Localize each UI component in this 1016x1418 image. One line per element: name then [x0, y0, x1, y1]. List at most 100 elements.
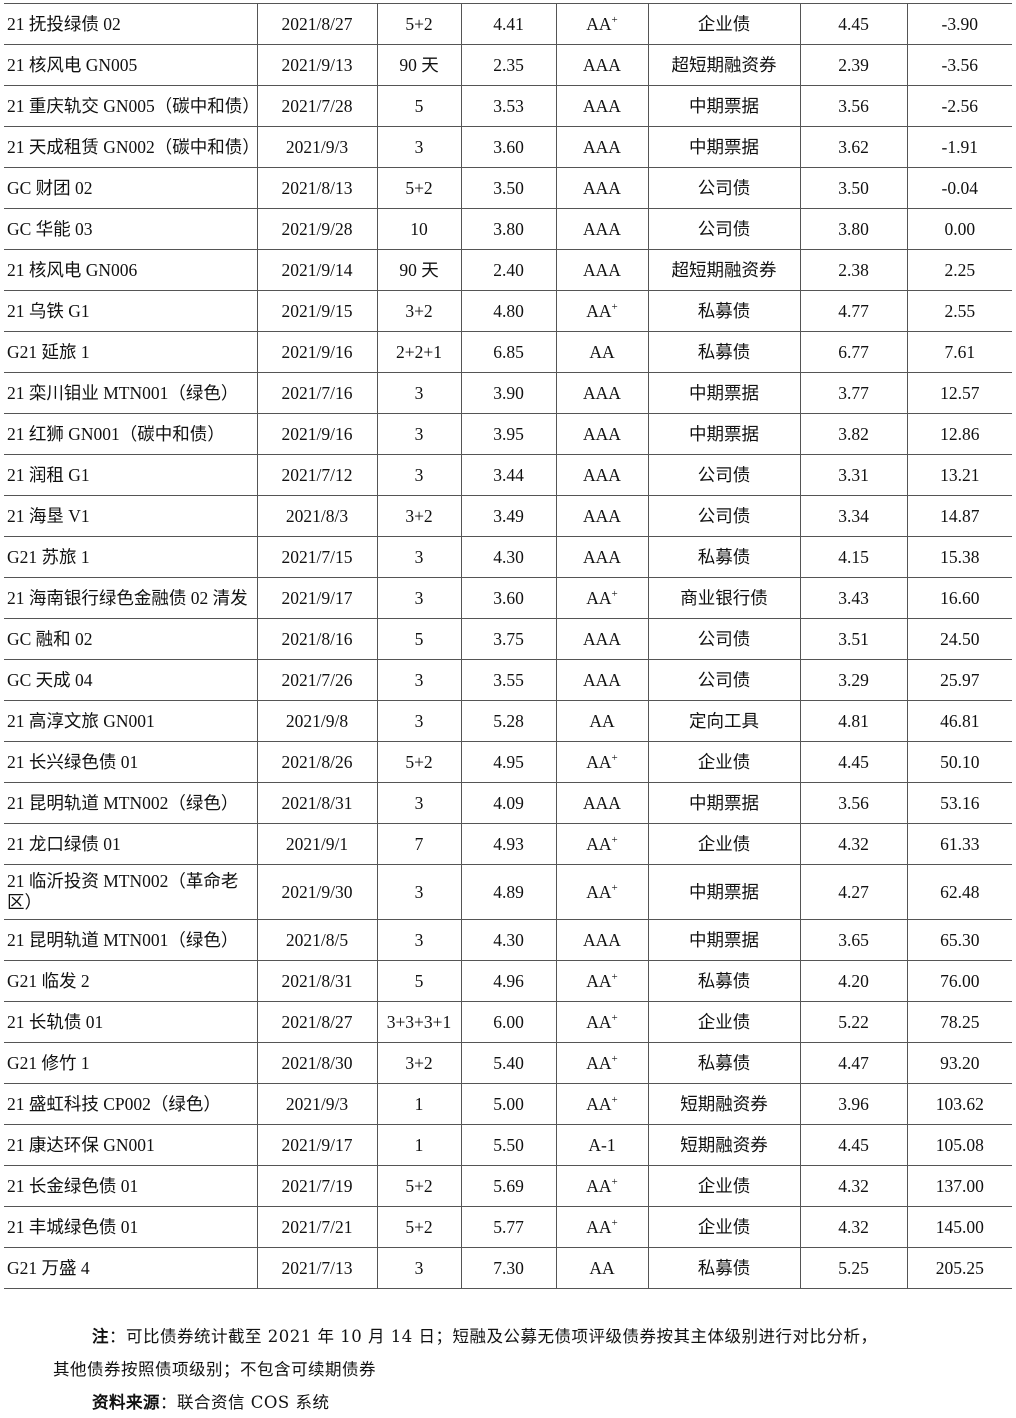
bond-name-cell: 21 长轨债 01 — [4, 1001, 257, 1043]
rating-cell: AA+ — [555, 864, 648, 920]
spread-cell: 16.60 — [906, 577, 1012, 619]
issue-date-cell: 2021/8/5 — [256, 919, 377, 961]
rating-value: AAA — [583, 792, 621, 813]
benchmark-rate-cell: 4.32 — [799, 823, 907, 865]
bond-name-cell: 21 润租 G1 — [4, 454, 257, 496]
rating-cell: AAA — [555, 44, 648, 86]
rating-value: AAA — [583, 177, 621, 198]
spread-cell: 137.00 — [906, 1165, 1012, 1207]
term-cell: 5+2 — [376, 741, 461, 783]
benchmark-rate-cell: 3.29 — [799, 659, 907, 701]
term-cell: 5+2 — [376, 1206, 461, 1248]
rating-value: AAA — [583, 505, 621, 526]
coupon-rate-cell: 5.77 — [460, 1206, 556, 1248]
rating-cell: AAA — [555, 249, 648, 291]
rating-value: A-1 — [588, 1134, 616, 1155]
term-cell: 1 — [376, 1124, 461, 1166]
bond-type-cell: 超短期融资券 — [647, 44, 800, 86]
rating-modifier: + — [611, 1216, 618, 1229]
benchmark-rate-cell: 4.15 — [799, 536, 907, 578]
issue-date-cell: 2021/9/1 — [256, 823, 377, 865]
note-text: ：可比债券统计截至 2021 年 10 月 14 日；短融及公募无债项评级债券按… — [109, 1327, 878, 1346]
issue-date-cell: 2021/9/28 — [256, 208, 377, 250]
table-row: G21 延旅 1 2021/9/16 2+2+1 6.85 AA 私募债 6.77 7.61 — [4, 331, 1012, 373]
rating-cell: AA+ — [555, 3, 648, 45]
rating-cell: AAA — [555, 454, 648, 496]
term-cell: 3 — [376, 577, 461, 619]
table-row: 21 临沂投资 MTN002（革命老区） 2021/9/30 3 4.89 AA+ 中期票… — [4, 864, 1012, 920]
spread-cell: 50.10 — [906, 741, 1012, 783]
term-cell: 3 — [376, 659, 461, 701]
coupon-rate-cell: 3.60 — [460, 126, 556, 168]
rating-value: AA — [586, 1011, 612, 1032]
term-cell: 5 — [376, 618, 461, 660]
bond-name-cell: 21 丰城绿色债 01 — [4, 1206, 257, 1248]
benchmark-rate-cell: 4.32 — [799, 1206, 907, 1248]
issue-date-cell: 2021/9/3 — [256, 126, 377, 168]
issue-date-cell: 2021/9/13 — [256, 44, 377, 86]
issue-date-cell: 2021/9/16 — [256, 413, 377, 455]
bond-name-cell: 21 红狮 GN001（碳中和债） — [4, 413, 257, 455]
coupon-rate-cell: 4.93 — [460, 823, 556, 865]
spread-cell: 7.61 — [906, 331, 1012, 373]
rating-cell: AA — [555, 700, 648, 742]
issue-date-cell: 2021/8/26 — [256, 741, 377, 783]
spread-cell: -3.56 — [906, 44, 1012, 86]
issue-date-cell: 2021/8/30 — [256, 1042, 377, 1084]
term-cell: 5+2 — [376, 1165, 461, 1207]
bond-name-cell: 21 龙口绿债 01 — [4, 823, 257, 865]
bond-type-cell: 公司债 — [647, 167, 800, 209]
benchmark-rate-cell: 5.22 — [799, 1001, 907, 1043]
table-row: GC 华能 03 2021/9/28 10 3.80 AAA 公司债 3.80 0.00 — [4, 208, 1012, 250]
rating-cell: AAA — [555, 208, 648, 250]
rating-value: AAA — [583, 929, 621, 950]
table-row: G21 万盛 4 2021/7/13 3 7.30 AA 私募债 5.25 205.25 — [4, 1247, 1012, 1289]
spread-cell: 105.08 — [906, 1124, 1012, 1166]
rating-cell: AAA — [555, 618, 648, 660]
bond-type-cell: 私募债 — [647, 960, 800, 1002]
table-row: 21 龙口绿债 01 2021/9/1 7 4.93 AA+ 企业债 4.32 61.33 — [4, 823, 1012, 865]
rating-value: AAA — [583, 628, 621, 649]
table-row: G21 苏旅 1 2021/7/15 3 4.30 AAA 私募债 4.15 15.38 — [4, 536, 1012, 578]
bond-name-cell: 21 重庆轨交 GN005（碳中和债） — [4, 85, 260, 127]
bond-type-cell: 商业银行债 — [647, 577, 800, 619]
issue-date-cell: 2021/9/17 — [256, 577, 377, 619]
table-row: 21 高淳文旅 GN001 2021/9/8 3 5.28 AA 定向工具 4.81 46.8… — [4, 700, 1012, 742]
coupon-rate-cell: 4.30 — [460, 536, 556, 578]
coupon-rate-cell: 4.89 — [460, 864, 556, 920]
issue-date-cell: 2021/7/28 — [256, 85, 377, 127]
coupon-rate-cell: 3.80 — [460, 208, 556, 250]
bond-name-cell: 21 核风电 GN006 — [4, 249, 257, 291]
benchmark-rate-cell: 3.62 — [799, 126, 907, 168]
table-note-line-1: 注：可比债券统计截至 2021 年 10 月 14 日；短融及公募无债项评级债券… — [92, 1323, 877, 1347]
bond-type-cell: 定向工具 — [647, 700, 800, 742]
coupon-rate-cell: 5.69 — [460, 1165, 556, 1207]
rating-cell: AA+ — [555, 290, 648, 332]
rating-cell: AAA — [555, 372, 648, 414]
bond-type-cell: 中期票据 — [647, 413, 800, 455]
table-row: 21 润租 G1 2021/7/12 3 3.44 AAA 公司债 3.31 13.21 — [4, 454, 1012, 496]
rating-modifier: + — [611, 587, 618, 600]
rating-modifier: + — [611, 833, 618, 846]
benchmark-rate-cell: 2.38 — [799, 249, 907, 291]
table-row: 21 乌铁 G1 2021/9/15 3+2 4.80 AA+ 私募债 4.77 2.55 — [4, 290, 1012, 332]
rating-modifier: + — [611, 1011, 618, 1024]
bond-name-cell: GC 天成 04 — [4, 659, 257, 701]
bond-type-cell: 企业债 — [647, 1165, 800, 1207]
bond-name-cell: 21 核风电 GN005 — [4, 44, 257, 86]
spread-cell: 93.20 — [906, 1042, 1012, 1084]
rating-value: AA — [589, 1257, 615, 1278]
benchmark-rate-cell: 4.32 — [799, 1165, 907, 1207]
benchmark-rate-cell: 4.47 — [799, 1042, 907, 1084]
term-cell: 90 天 — [376, 249, 461, 291]
rating-cell: AAA — [555, 126, 648, 168]
rating-cell: AAA — [555, 167, 648, 209]
bond-name-cell: 21 海垦 V1 — [4, 495, 257, 537]
benchmark-rate-cell: 6.77 — [799, 331, 907, 373]
rating-value: AAA — [583, 54, 621, 75]
table-row: G21 临发 2 2021/8/31 5 4.96 AA+ 私募债 4.20 76.00 — [4, 960, 1012, 1002]
bond-type-cell: 中期票据 — [647, 782, 800, 824]
spread-cell: 145.00 — [906, 1206, 1012, 1248]
coupon-rate-cell: 3.90 — [460, 372, 556, 414]
bond-type-cell: 企业债 — [647, 1206, 800, 1248]
